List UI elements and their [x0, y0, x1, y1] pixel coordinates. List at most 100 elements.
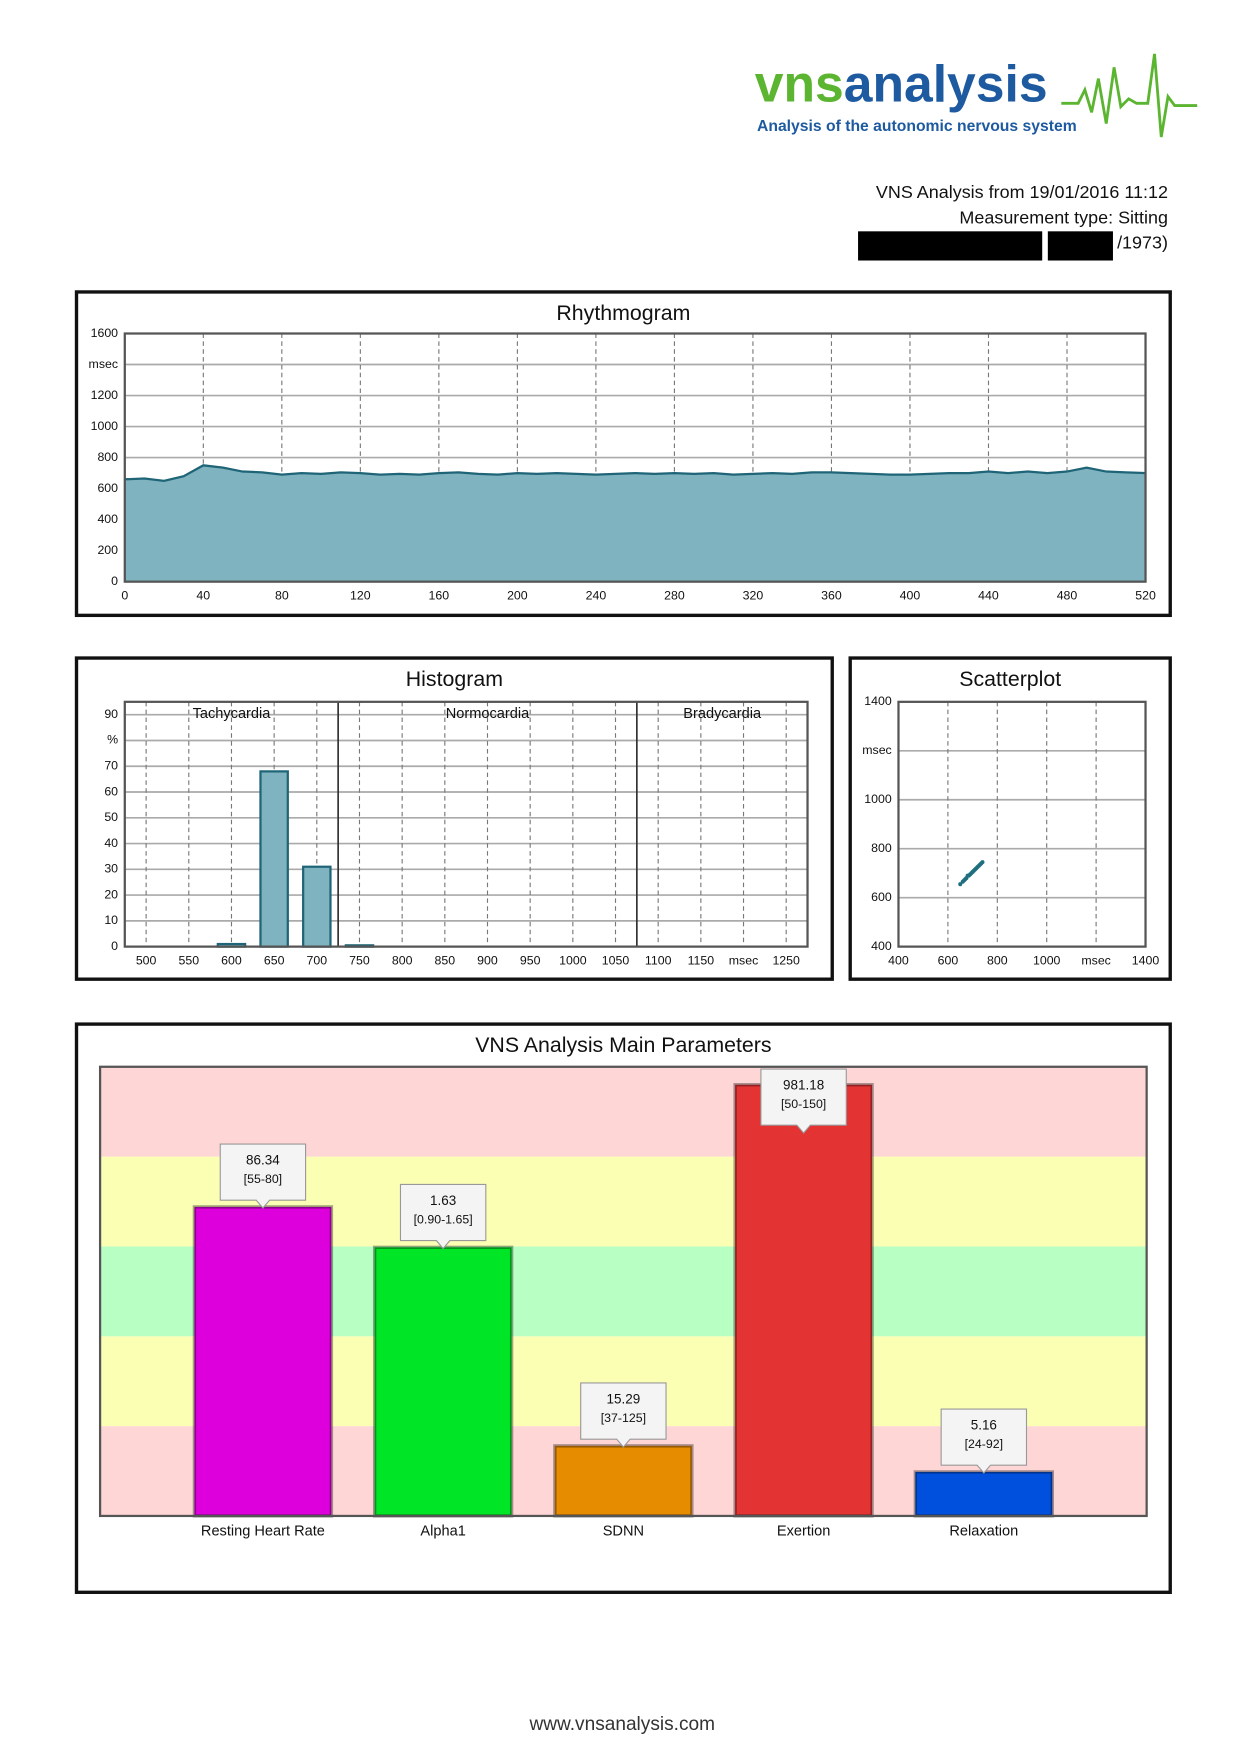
callout — [760, 1068, 847, 1134]
x-tick-label: 480 — [1057, 589, 1078, 603]
chart-frame — [74, 1022, 1172, 1594]
x-tick-label: 700 — [307, 953, 328, 967]
y-tick-label: 1600 — [91, 326, 119, 340]
logo: vnsanalysis — [755, 54, 1048, 112]
range-label: [24-92] — [965, 1437, 1003, 1451]
value-label: 86.34 — [246, 1152, 280, 1167]
zone-label: Tachycardia — [193, 706, 272, 722]
plot-border — [123, 332, 1147, 583]
x-tick-label: 160 — [429, 589, 450, 603]
point — [958, 882, 963, 887]
y-tick-label: 200 — [97, 543, 118, 557]
bar — [372, 1245, 514, 1518]
callout — [580, 1382, 667, 1448]
point — [980, 860, 985, 865]
bar — [192, 1205, 334, 1518]
y-tick-label: 600 — [871, 890, 892, 904]
range-label: [37-125] — [601, 1411, 646, 1425]
y-tick-label: 10 — [104, 913, 118, 927]
plot-area — [898, 701, 1146, 947]
value-label: 1.63 — [430, 1193, 456, 1208]
x-tick-label: 650 — [264, 953, 285, 967]
y-tick-label: 40 — [104, 836, 118, 850]
rr-line — [124, 464, 1146, 482]
y-tick-label: 1400 — [864, 694, 892, 708]
y-tick-label: 20 — [104, 887, 118, 901]
x-tick-label: 400 — [900, 589, 921, 603]
value-label: 981.18 — [783, 1077, 824, 1092]
category-label: Relaxation — [949, 1524, 1018, 1540]
value-label: 5.16 — [971, 1417, 997, 1432]
area-fill — [124, 465, 1146, 582]
x-tick-label: msec — [729, 953, 759, 967]
x-tick-label: 240 — [586, 589, 607, 603]
y-tick-label: 70 — [104, 759, 118, 773]
x-tick-label: 1050 — [602, 953, 630, 967]
y-tick-label: 600 — [97, 481, 118, 495]
y-tick-label: 90 — [104, 707, 118, 721]
x-tick-label: 950 — [520, 953, 541, 967]
x-tick-label: 750 — [349, 953, 370, 967]
x-tick-label: 120 — [350, 589, 371, 603]
header-line: Measurement type: Sitting — [959, 208, 1168, 228]
y-tick-label: 800 — [97, 450, 118, 464]
tagline: Analysis of the autonomic nervous system — [757, 118, 1077, 135]
header-line: /1973) — [1117, 232, 1168, 252]
range-label: [0.90-1.65] — [414, 1213, 473, 1227]
x-tick-label: 360 — [821, 589, 842, 603]
chart-frame — [848, 656, 1172, 981]
x-tick-label: 80 — [275, 589, 289, 603]
zone-label: Bradycardia — [683, 706, 762, 722]
logo-ecg — [1061, 53, 1198, 138]
y-tick-label: 60 — [104, 784, 118, 798]
callout — [399, 1183, 487, 1250]
x-tick-label: 1250 — [772, 953, 800, 967]
x-tick-label: 440 — [978, 589, 999, 603]
zone-label: Normocardia — [446, 706, 530, 722]
y-tick-label: % — [107, 733, 118, 747]
x-tick-label: 500 — [136, 953, 157, 967]
y-tick-label: msec — [862, 743, 892, 757]
bar — [913, 1470, 1055, 1518]
category-label: SDNN — [603, 1524, 644, 1540]
callout — [219, 1143, 307, 1209]
x-tick-label: 800 — [392, 953, 413, 967]
logo-part: analysis — [844, 54, 1048, 112]
callout — [940, 1408, 1028, 1474]
plot-border — [123, 700, 809, 948]
value-label: 15.29 — [607, 1391, 641, 1406]
plot-border — [98, 1065, 1148, 1518]
x-tick-label: 600 — [221, 953, 242, 967]
bar — [553, 1444, 694, 1518]
x-tick-label: 280 — [664, 589, 685, 603]
chart-title: Histogram — [406, 667, 503, 691]
x-tick-label: 320 — [743, 589, 764, 603]
x-tick-label: msec — [1081, 953, 1111, 967]
y-tick-label: msec — [89, 357, 119, 371]
plot-border — [897, 700, 1147, 948]
y-tick-label: 400 — [97, 512, 118, 526]
x-tick-label: 1000 — [559, 953, 587, 967]
y-tick-label: 30 — [104, 862, 118, 876]
redacted — [858, 231, 1043, 261]
y-tick-label: 400 — [871, 939, 892, 953]
plot-area — [124, 701, 808, 947]
y-tick-label: 0 — [111, 939, 118, 953]
x-tick-label: 1000 — [1033, 953, 1061, 967]
chart-title: Scatterplot — [959, 667, 1061, 691]
chart-title: VNS Analysis Main Parameters — [475, 1033, 771, 1057]
bar — [259, 770, 289, 948]
bar — [302, 865, 332, 948]
x-tick-label: 550 — [178, 953, 199, 967]
x-tick-label: 1400 — [1132, 953, 1160, 967]
x-tick-label: 0 — [121, 589, 128, 603]
category-label: Exertion — [777, 1524, 830, 1540]
redacted — [1047, 231, 1113, 261]
y-tick-label: 800 — [871, 841, 892, 855]
range-label: [50-150] — [781, 1097, 826, 1111]
y-tick-label: 1000 — [91, 419, 119, 433]
x-tick-label: 200 — [507, 589, 528, 603]
x-tick-label: 800 — [987, 953, 1008, 967]
chart-frame — [74, 290, 1172, 618]
x-tick-label: 1150 — [688, 953, 715, 967]
